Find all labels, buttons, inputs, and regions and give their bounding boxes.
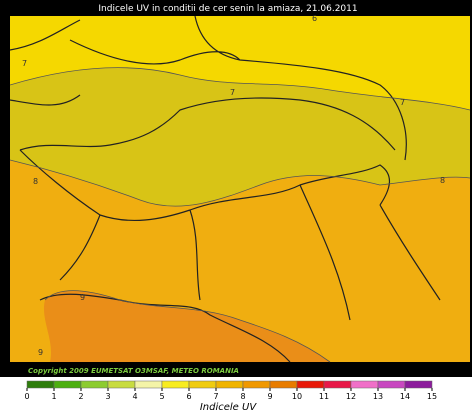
- colorbar-tick-label: 5: [159, 392, 164, 401]
- colorbar-tick-label: 13: [373, 392, 383, 401]
- colorbar-segment: [134, 380, 163, 389]
- colorbar-tick-label: 7: [213, 392, 218, 401]
- colorbar-segment: [242, 380, 271, 389]
- colorbar-segment: [269, 380, 298, 389]
- colorbar-segment: [26, 380, 55, 389]
- title: Indicele UV in conditii de cer senin la …: [98, 4, 357, 14]
- colorbar-segment: [350, 380, 379, 389]
- colorbar-tick-label: 15: [427, 392, 437, 401]
- contour-label: 7: [400, 98, 405, 107]
- contour-label: 9: [80, 293, 85, 302]
- colorbar-tick-label: 14: [400, 392, 410, 401]
- colorbar: 0 1 2 3 4 5 6 7 8 9 10 11 12 13 14 15: [24, 380, 437, 401]
- colorbar-tick-label: 11: [319, 392, 329, 401]
- colorbar-segment: [161, 380, 190, 389]
- contour-label: 6: [312, 14, 317, 23]
- borders: [9, 15, 441, 363]
- colorbar-segment: [188, 380, 217, 389]
- colorbar-tick-label: 0: [24, 392, 29, 401]
- colorbar-segment: [215, 380, 244, 389]
- contour-label: 8: [440, 176, 445, 185]
- map: 6 7 7 7 8 8 9 9: [9, 14, 471, 363]
- colorbar-tick-label: 10: [292, 392, 302, 401]
- contours: [9, 67, 471, 363]
- colorbar-segment: [377, 380, 406, 389]
- contour-label: 7: [230, 88, 235, 97]
- colorbar-tick-label: 12: [346, 392, 356, 401]
- copyright: Copyright 2009 EUMETSAT O3MSAF, METEO RO…: [28, 367, 239, 375]
- colorbar-tick-label: 3: [105, 392, 110, 401]
- colorbar-tick-label: 8: [240, 392, 245, 401]
- colorbar-tick-label: 6: [186, 392, 191, 401]
- colorbar-tick-label: 1: [51, 392, 56, 401]
- contour-label: 7: [22, 59, 27, 68]
- colorbar-segment: [107, 380, 136, 389]
- contour-label: 8: [33, 177, 38, 186]
- contour-label: 9: [38, 348, 43, 357]
- colorbar-segment: [296, 380, 325, 389]
- colorbar-tick-label: 9: [267, 392, 272, 401]
- colorbar-tick-label: 2: [78, 392, 83, 401]
- zone-9-10: [43, 290, 330, 362]
- colorbar-segment: [53, 380, 82, 389]
- colorbar-segment: [323, 380, 352, 389]
- colorbar-segment: [80, 380, 109, 389]
- colorbar-tick-label: 4: [132, 392, 137, 401]
- legend-title: Indicele UV: [200, 402, 257, 413]
- colorbar-segment: [404, 380, 433, 389]
